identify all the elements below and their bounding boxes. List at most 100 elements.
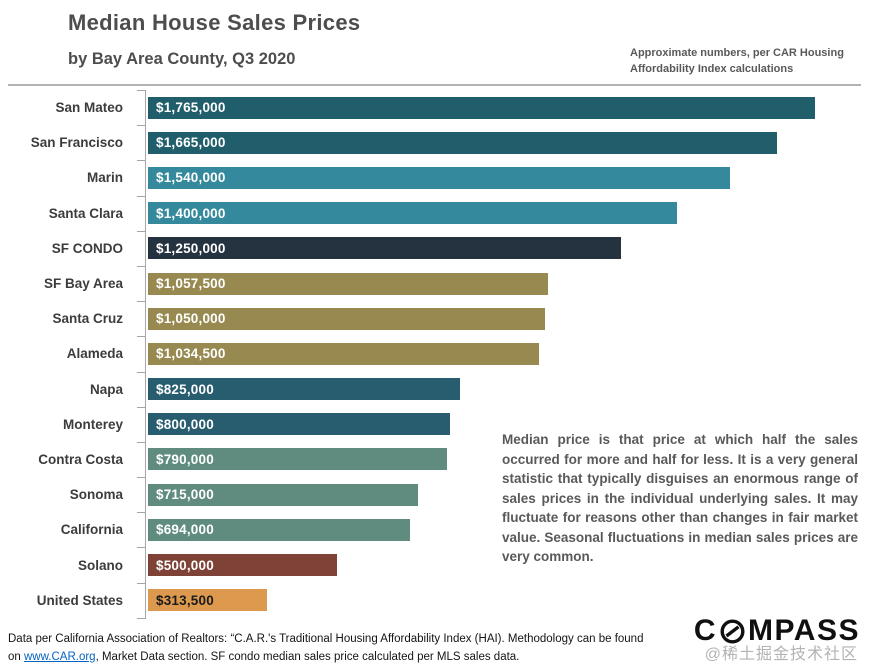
bar: $313,500 <box>148 589 267 612</box>
bar-row: SF Bay Area $1,057,500 <box>4 265 861 302</box>
bar-track: $1,765,000 <box>145 90 861 126</box>
page-title: Median House Sales Prices <box>68 10 361 35</box>
category-label: Sonoma <box>69 487 123 503</box>
axis-tick <box>137 406 145 442</box>
bar: $1,057,500 <box>148 272 548 295</box>
bar-track: $313,500 <box>145 582 861 618</box>
category-label: Monterey <box>62 416 123 432</box>
axis-tick <box>137 160 145 195</box>
category-label: SF Bay Area <box>43 276 123 292</box>
category-label: SF CONDO <box>51 240 123 256</box>
bar-row: United States $313,500 <box>4 582 861 618</box>
bar-value-label: $1,057,500 <box>156 276 226 292</box>
bar-row: Marin $1,540,000 <box>4 160 861 196</box>
bar-row: Solano $500,000 <box>4 547 861 583</box>
footer-source-text: Data per California Association of Realt… <box>8 631 653 667</box>
bar-track: $790,000 <box>145 441 861 478</box>
bar-value-label: $1,050,000 <box>156 311 226 327</box>
category-label: San Francisco <box>30 135 123 151</box>
axis-tick <box>137 336 145 371</box>
category-label: Santa Clara <box>48 205 123 221</box>
axis-tick <box>137 195 145 231</box>
bar-value-label: $790,000 <box>156 451 214 467</box>
category-label: Alameda <box>66 346 123 362</box>
footer-line2-suffix: , Market Data section. SF condo median s… <box>95 650 520 663</box>
bar-value-label: $1,034,500 <box>156 346 226 362</box>
category-label: Solano <box>77 557 123 573</box>
bar: $790,000 <box>148 448 447 471</box>
bar-value-label: $500,000 <box>156 557 214 573</box>
category-label: Napa <box>89 381 123 397</box>
bar-track: $1,034,500 <box>145 336 861 372</box>
bar-row: Monterey $800,000 <box>4 406 861 442</box>
compass-logo-text-mpass: MPASS <box>748 614 860 647</box>
axis-tick <box>137 90 145 125</box>
bar-row: California $694,000 <box>4 512 861 548</box>
bar-track: $800,000 <box>145 406 861 442</box>
bar-row: Napa $825,000 <box>4 371 861 407</box>
footer-line2-prefix: can be found on <box>8 633 644 663</box>
bar-row: Santa Cruz $1,050,000 <box>4 301 861 337</box>
bar-row: Alameda $1,034,500 <box>4 336 861 372</box>
bar-value-label: $694,000 <box>156 522 214 538</box>
bar-row: Contra Costa $790,000 <box>4 441 861 478</box>
bar-track: $1,057,500 <box>145 265 861 302</box>
axis-end-tick <box>137 617 146 619</box>
axis-tick <box>137 301 145 336</box>
bar-track: $1,250,000 <box>145 230 861 266</box>
axis-tick <box>137 441 145 477</box>
axis-tick <box>137 512 145 547</box>
bar-track: $1,665,000 <box>145 125 861 161</box>
bar-track: $694,000 <box>145 512 861 548</box>
bar-value-label: $825,000 <box>156 381 214 397</box>
bar-value-label: $800,000 <box>156 416 214 432</box>
category-label: California <box>60 522 123 538</box>
axis-tick <box>137 265 145 301</box>
bar: $800,000 <box>148 413 451 436</box>
category-label: Santa Cruz <box>52 311 123 327</box>
page-subtitle: by Bay Area County, Q3 2020 <box>68 50 296 68</box>
bar: $1,250,000 <box>148 237 621 260</box>
source-note: Approximate numbers, per CAR Housing Aff… <box>630 47 844 75</box>
bar: $825,000 <box>148 378 460 401</box>
bar: $1,540,000 <box>148 166 731 189</box>
category-label: San Mateo <box>55 100 123 116</box>
bar-track: $1,400,000 <box>145 195 861 231</box>
bar: $694,000 <box>148 518 411 541</box>
bar-track: $825,000 <box>145 371 861 407</box>
bar-row: SF CONDO $1,250,000 <box>4 230 861 266</box>
bar-row: San Francisco $1,665,000 <box>4 125 861 161</box>
median-price-annotation: Median price is that price at which half… <box>502 432 858 564</box>
bar-value-label: $313,500 <box>156 592 214 608</box>
compass-logo-text-c: C <box>693 614 718 647</box>
axis-tick <box>137 547 145 582</box>
bar-value-label: $1,400,000 <box>156 205 226 221</box>
bar: $1,665,000 <box>148 131 778 154</box>
bar-row: San Mateo $1,765,000 <box>4 90 861 126</box>
bar-track: $500,000 <box>145 547 861 583</box>
header-divider <box>8 84 861 86</box>
bar-chart: San Mateo $1,765,000 San Francisco $1,665,0… <box>4 90 861 619</box>
axis-tick <box>137 230 145 266</box>
bar-track: $1,050,000 <box>145 301 861 337</box>
bar-row: Santa Clara $1,400,000 <box>4 195 861 231</box>
bar-value-label: $715,000 <box>156 487 214 503</box>
bar: $1,034,500 <box>148 342 540 365</box>
car-org-link[interactable]: www.CAR.org <box>24 650 96 663</box>
footer-line1: Data per California Association of Realt… <box>8 633 574 645</box>
axis-tick <box>137 477 145 512</box>
bar: $1,400,000 <box>148 202 678 225</box>
category-label: Marin <box>86 170 123 186</box>
axis-tick <box>137 371 145 407</box>
compass-logo: C MPASS <box>694 616 860 646</box>
category-label: United States <box>36 592 123 608</box>
compass-o-icon <box>720 618 745 644</box>
bar-value-label: $1,765,000 <box>156 100 226 116</box>
bar: $715,000 <box>148 483 419 506</box>
category-label: Contra Costa <box>38 451 123 467</box>
bar-track: $1,540,000 <box>145 160 861 196</box>
axis-tick <box>137 125 145 160</box>
bar: $1,050,000 <box>148 307 545 330</box>
bar-value-label: $1,250,000 <box>156 240 226 256</box>
